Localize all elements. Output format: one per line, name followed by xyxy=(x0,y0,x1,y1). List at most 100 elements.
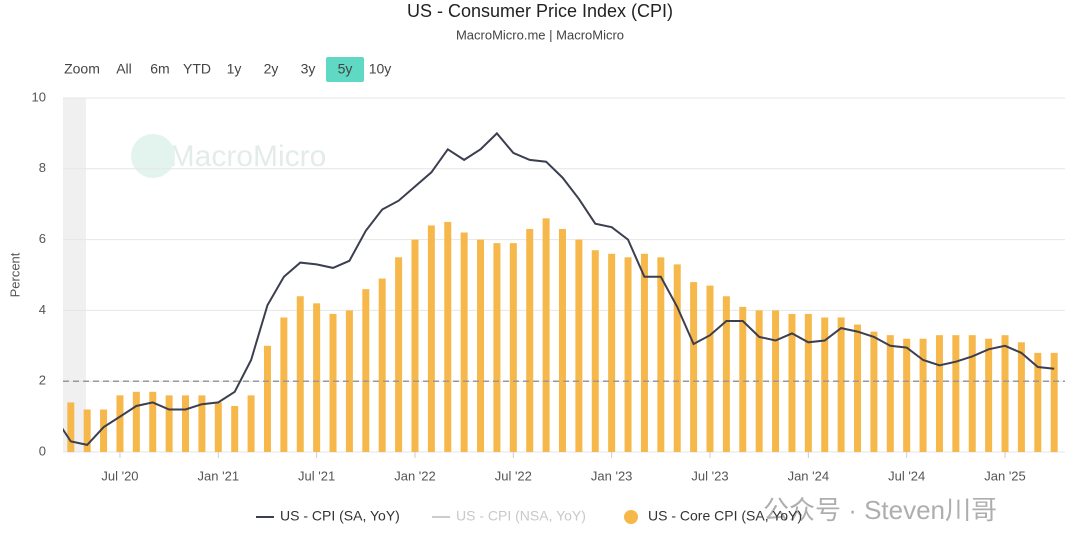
x-tick-label: Jan '21 xyxy=(198,468,240,483)
bar xyxy=(854,324,862,452)
bar xyxy=(444,221,452,452)
range-button-bg xyxy=(326,57,364,82)
bar xyxy=(493,243,501,452)
bar xyxy=(821,317,829,452)
bar xyxy=(870,331,878,452)
x-tick-label: Jan '25 xyxy=(984,468,1026,483)
bar xyxy=(673,264,681,452)
bar xyxy=(657,257,665,452)
x-tick-label: Jul '21 xyxy=(298,468,335,483)
x-tick-label: Jul '22 xyxy=(495,468,532,483)
bar xyxy=(640,253,648,452)
overlay-text: 公众号 · Steven川哥 xyxy=(763,495,997,525)
bar xyxy=(477,239,485,452)
bar xyxy=(67,402,75,452)
x-tick-label: Jan '22 xyxy=(394,468,436,483)
bar xyxy=(116,395,124,452)
bar xyxy=(280,317,288,452)
bar xyxy=(903,338,911,452)
y-tick-label: 2 xyxy=(39,373,46,388)
bar xyxy=(345,310,353,452)
bar xyxy=(411,239,419,452)
bar xyxy=(968,335,976,452)
legend-label[interactable]: US - CPI (NSA, YoY) xyxy=(456,508,586,524)
range-button: Zoom xyxy=(64,61,100,77)
bar xyxy=(788,313,796,452)
x-tick-label: Jul '20 xyxy=(101,468,138,483)
range-button[interactable]: 1y xyxy=(227,61,242,77)
bar xyxy=(263,345,271,452)
legend-label[interactable]: US - Core CPI (SA, YoY) xyxy=(648,508,802,524)
bar xyxy=(804,313,812,452)
bar xyxy=(935,335,943,452)
legend-swatch xyxy=(624,510,638,524)
bar xyxy=(739,306,747,452)
bar xyxy=(247,395,255,452)
y-tick-label: 8 xyxy=(39,160,46,175)
bar xyxy=(83,409,91,452)
chart-title: US - Consumer Price Index (CPI) xyxy=(407,1,673,21)
plot-area xyxy=(63,131,1058,452)
y-axis-label: Percent xyxy=(7,252,22,297)
bar xyxy=(575,239,583,452)
bar xyxy=(1001,335,1009,452)
bar xyxy=(690,282,698,452)
bar xyxy=(427,225,435,452)
y-tick-label: 0 xyxy=(39,443,46,458)
watermark-logo xyxy=(131,134,175,178)
bar xyxy=(329,313,337,452)
bar xyxy=(722,296,730,452)
bar xyxy=(919,338,927,452)
bar xyxy=(591,250,599,452)
bar xyxy=(542,218,550,452)
x-tick-label: Jan '23 xyxy=(591,468,633,483)
bar xyxy=(231,405,239,452)
x-tick-label: Jul '23 xyxy=(691,468,728,483)
bar xyxy=(1050,352,1058,452)
bar xyxy=(837,317,845,452)
bar xyxy=(198,395,206,452)
bar xyxy=(214,402,222,452)
bar xyxy=(558,228,566,452)
y-tick-label: 10 xyxy=(32,89,46,104)
range-button[interactable]: All xyxy=(116,61,132,77)
line xyxy=(63,131,1055,446)
bar xyxy=(165,395,173,452)
bar xyxy=(1034,352,1042,452)
bar xyxy=(1017,342,1025,452)
x-tick-label: Jan '24 xyxy=(788,468,830,483)
bar xyxy=(985,338,993,452)
bar xyxy=(100,409,108,452)
bar xyxy=(526,228,534,452)
range-button[interactable]: 3y xyxy=(301,61,316,77)
watermark: MacroMicro xyxy=(170,140,327,173)
shaded-period xyxy=(63,98,86,452)
bar xyxy=(313,303,321,452)
y-tick-label: 4 xyxy=(39,302,46,317)
bar xyxy=(362,289,370,452)
bar xyxy=(132,391,140,452)
x-tick-label: Jul '24 xyxy=(888,468,925,483)
range-button[interactable]: 5y xyxy=(338,61,353,77)
bar xyxy=(460,232,468,452)
bar xyxy=(509,243,517,452)
bar xyxy=(624,257,632,452)
bar xyxy=(886,335,894,452)
bar xyxy=(755,310,763,452)
range-button[interactable]: YTD xyxy=(183,61,211,77)
bar xyxy=(395,257,403,452)
bar xyxy=(706,285,714,452)
legend-label[interactable]: US - CPI (SA, YoY) xyxy=(280,508,400,524)
range-button[interactable]: 10y xyxy=(369,61,392,77)
range-button[interactable]: 6m xyxy=(150,61,169,77)
y-tick-label: 6 xyxy=(39,231,46,246)
range-button[interactable]: 2y xyxy=(264,61,279,77)
chart-subtitle: MacroMicro.me | MacroMicro xyxy=(456,27,624,42)
bar xyxy=(182,395,190,452)
bar xyxy=(296,296,304,452)
bar xyxy=(378,278,386,452)
bar xyxy=(608,253,616,452)
bar xyxy=(149,391,157,452)
bar xyxy=(952,335,960,452)
